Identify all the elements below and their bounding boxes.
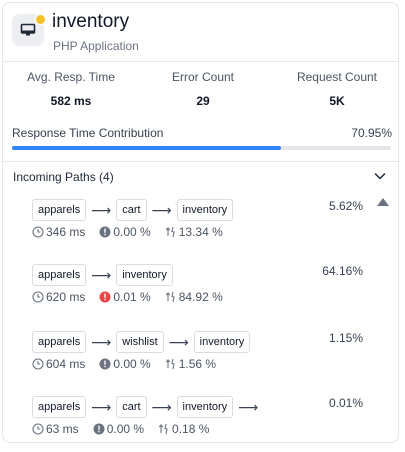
path-chain: apparels ⟶ cart ⟶ inventory ⟶: [32, 396, 263, 418]
clock-icon: [32, 358, 44, 370]
path-stats: 620 ms 0.01 % 84.92 %: [32, 290, 237, 304]
avg-resp-time-value: 582 ms: [50, 94, 92, 108]
throughput-value: 84.92 %: [178, 290, 223, 304]
incoming-path-row[interactable]: apparels ⟶ inventory 64.16% 620 ms 0.01 % 84.9…: [3, 264, 398, 320]
path-node[interactable]: apparels: [32, 396, 87, 418]
error-rate-stat: 0.00 %: [99, 225, 151, 239]
incoming-paths-heading: Incoming Paths (4): [13, 170, 114, 184]
clock-icon: [32, 226, 44, 238]
monitor-icon: [20, 23, 36, 36]
response-time-stat: 604 ms: [32, 357, 85, 371]
arrow-right-icon: ⟶: [238, 399, 259, 415]
clock-icon: [32, 291, 44, 303]
avg-resp-time-label: Avg. Resp. Time: [27, 70, 115, 84]
response-time-value: 346 ms: [46, 225, 86, 239]
throughput-stat: 13.34 %: [165, 225, 223, 239]
contribution-progress-bar: [12, 146, 391, 150]
service-subtitle: PHP Application: [53, 39, 139, 53]
throughput-icon: [165, 291, 175, 303]
response-time-value: 63 ms: [46, 422, 79, 436]
arrow-right-icon: ⟶: [151, 399, 172, 415]
path-percent: 0.01%: [328, 396, 363, 410]
request-count-label: Request Count: [296, 70, 378, 84]
throughput-icon: [165, 358, 175, 370]
throughput-value: 13.34 %: [178, 225, 223, 239]
path-chain: apparels ⟶ wishlist ⟶ inventory: [32, 331, 251, 353]
arrow-right-icon: ⟶: [91, 202, 112, 218]
throughput-stat: 0.18 %: [158, 422, 209, 436]
error-rate-value: 0.00 %: [113, 225, 151, 239]
path-node[interactable]: cart: [116, 396, 147, 418]
throughput-icon: [158, 423, 168, 435]
response-time-value: 620 ms: [46, 290, 86, 304]
response-time-stat: 346 ms: [32, 225, 85, 239]
error-alert-icon: [99, 291, 111, 303]
path-node[interactable]: wishlist: [116, 331, 164, 353]
throughput-value: 1.56 %: [178, 357, 217, 371]
incoming-path-row[interactable]: apparels ⟶ wishlist ⟶ inventory 1.15% 604 ms 0.…: [3, 331, 398, 387]
error-rate-value: 0.00 %: [106, 422, 145, 436]
path-node[interactable]: inventory: [193, 331, 251, 353]
throughput-value: 0.18 %: [172, 422, 210, 436]
clock-icon: [32, 423, 44, 435]
error-alert-icon: [99, 226, 111, 238]
error-rate-stat: 0.01 %: [99, 290, 151, 304]
path-percent: 64.16%: [322, 264, 363, 278]
scroll-up-triangle-icon[interactable]: [376, 197, 390, 207]
error-alert-icon: [93, 423, 105, 435]
error-rate-value: 0.00 %: [113, 357, 151, 371]
arrow-right-icon: ⟶: [151, 202, 172, 218]
path-node[interactable]: cart: [116, 199, 147, 221]
arrow-right-icon: ⟶: [91, 267, 112, 283]
section-divider: [3, 161, 398, 162]
error-count-label: Error Count: [171, 70, 235, 84]
chevron-down-icon[interactable]: [373, 169, 387, 183]
path-chain: apparels ⟶ cart ⟶ inventory: [32, 199, 234, 221]
path-node[interactable]: inventory: [116, 264, 173, 286]
incoming-path-row[interactable]: apparels ⟶ cart ⟶ inventory ⟶ 0.01% 63 ms 0.00 %…: [3, 396, 398, 452]
path-node[interactable]: apparels: [32, 264, 87, 286]
response-time-contribution-label: Response Time Contribution: [12, 126, 164, 140]
path-chain: apparels ⟶ inventory: [32, 264, 173, 286]
path-stats: 63 ms 0.00 % 0.18 %: [32, 422, 223, 436]
arrow-right-icon: ⟶: [168, 334, 189, 350]
error-count-value: 29: [196, 94, 210, 108]
request-count-value: 5K: [329, 94, 345, 108]
error-rate-value: 0.01 %: [113, 290, 151, 304]
path-node[interactable]: inventory: [176, 199, 234, 221]
service-title[interactable]: inventory: [52, 11, 130, 32]
throughput-icon: [165, 226, 175, 238]
incoming-path-row[interactable]: apparels ⟶ cart ⟶ inventory 5.62% 346 ms 0.00 %…: [3, 199, 398, 255]
path-stats: 346 ms 0.00 % 13.34 %: [32, 225, 237, 239]
arrow-right-icon: ⟶: [91, 334, 112, 350]
response-time-stat: 63 ms: [32, 422, 79, 436]
path-percent: 1.15%: [328, 331, 363, 345]
response-time-value: 604 ms: [46, 357, 86, 371]
header-divider: [3, 61, 398, 62]
path-stats: 604 ms 0.00 % 1.56 %: [32, 357, 230, 371]
error-rate-stat: 0.00 %: [99, 357, 151, 371]
error-alert-icon: [99, 358, 111, 370]
arrow-right-icon: ⟶: [91, 399, 112, 415]
response-time-contribution-value: 70.95%: [351, 126, 392, 140]
path-node[interactable]: apparels: [32, 331, 87, 353]
response-time-stat: 620 ms: [32, 290, 85, 304]
contribution-progress-fill: [12, 146, 281, 150]
status-indicator-dot: [35, 14, 46, 25]
error-rate-stat: 0.00 %: [93, 422, 144, 436]
service-card: inventory PHP Application Avg. Resp. Tim…: [2, 2, 399, 443]
path-percent: 5.62%: [328, 199, 363, 213]
throughput-stat: 84.92 %: [165, 290, 223, 304]
path-node[interactable]: inventory: [176, 396, 234, 418]
throughput-stat: 1.56 %: [165, 357, 216, 371]
path-node[interactable]: apparels: [32, 199, 87, 221]
